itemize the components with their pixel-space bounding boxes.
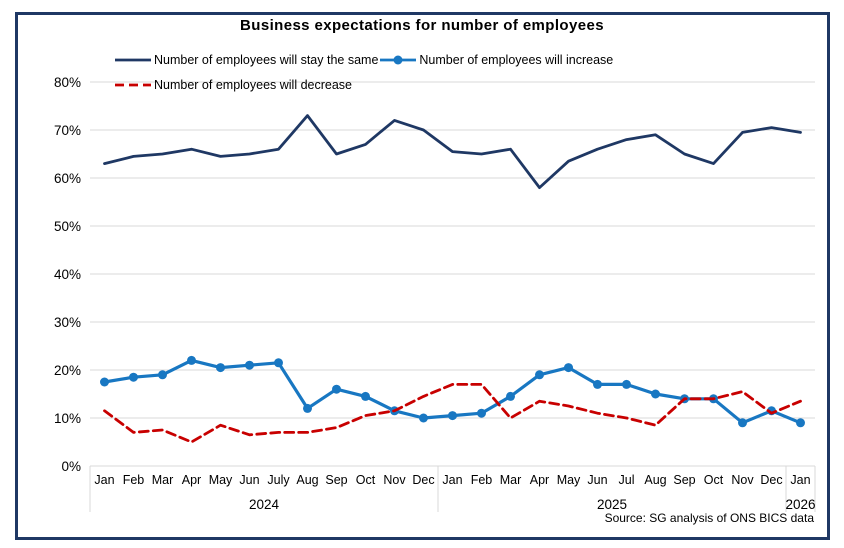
- series-line-0: [103, 114, 802, 190]
- x-month-label: Mar: [500, 473, 522, 487]
- legend-item-stay-same: Number of employees will stay the same: [113, 53, 378, 67]
- legend-row-1: Number of employees will stay the same N…: [113, 53, 613, 67]
- gridlines: [90, 81, 815, 467]
- y-tick-label: 30%: [54, 315, 81, 330]
- legend-line-decrease-icon: [115, 83, 151, 87]
- x-month-label: May: [557, 473, 581, 487]
- x-month-label: Jun: [239, 473, 259, 487]
- y-tick-label: 40%: [54, 267, 81, 282]
- x-month-label: Jan: [94, 473, 114, 487]
- x-month-label: July: [267, 473, 290, 487]
- x-month-label: Aug: [296, 473, 318, 487]
- legend-line-increase-icon: [380, 55, 417, 65]
- x-year-label: 2024: [249, 497, 280, 512]
- x-month-label: Apr: [182, 473, 201, 487]
- legend-row-2: Number of employees will decrease: [113, 78, 352, 92]
- y-tick-label: 80%: [54, 75, 81, 90]
- legend-label-decrease: Number of employees will decrease: [154, 78, 353, 92]
- x-month-label: May: [209, 473, 233, 487]
- legend-item-decrease: Number of employees will decrease: [113, 78, 352, 92]
- source-note: Source: SG analysis of ONS BICS data: [604, 511, 814, 525]
- y-tick-label: 0%: [61, 459, 81, 474]
- x-month-label: Oct: [356, 473, 376, 487]
- x-month-label: Dec: [412, 473, 434, 487]
- y-tick-label: 70%: [54, 123, 81, 138]
- x-month-label: Jan: [790, 473, 810, 487]
- chart-title: Business expectations for number of empl…: [240, 17, 604, 34]
- x-month-label: Feb: [123, 473, 145, 487]
- x-month-label: Dec: [760, 473, 782, 487]
- y-tick-label: 60%: [54, 171, 81, 186]
- x-month-label: Jun: [587, 473, 607, 487]
- x-month-label: Nov: [383, 473, 406, 487]
- chart-outer-border: [15, 12, 830, 540]
- series-line-2: [103, 382, 802, 444]
- x-month-label: Apr: [530, 473, 549, 487]
- y-tick-label: 20%: [54, 363, 81, 378]
- x-month-label: Mar: [152, 473, 174, 487]
- legend-label-stay-same: Number of employees will stay the same: [154, 53, 379, 67]
- y-tick-label: 10%: [54, 411, 81, 426]
- x-month-label: Nov: [731, 473, 754, 487]
- x-month-label: Jan: [442, 473, 462, 487]
- y-tick-label: 50%: [54, 219, 81, 234]
- x-month-label: Oct: [704, 473, 724, 487]
- x-year-label: 2026: [785, 497, 815, 512]
- x-month-label: Feb: [471, 473, 493, 487]
- legend-line-stay-same-icon: [115, 58, 151, 62]
- x-month-label: Sep: [673, 473, 695, 487]
- legend-item-increase: Number of employees will increase: [378, 53, 613, 67]
- x-month-label: Jul: [619, 473, 635, 487]
- legend-label-increase: Number of employees will increase: [419, 53, 614, 67]
- x-month-label: Aug: [644, 473, 666, 487]
- series-markers-1: [100, 355, 805, 428]
- x-year-label: 2025: [597, 497, 627, 512]
- x-month-label: Sep: [325, 473, 347, 487]
